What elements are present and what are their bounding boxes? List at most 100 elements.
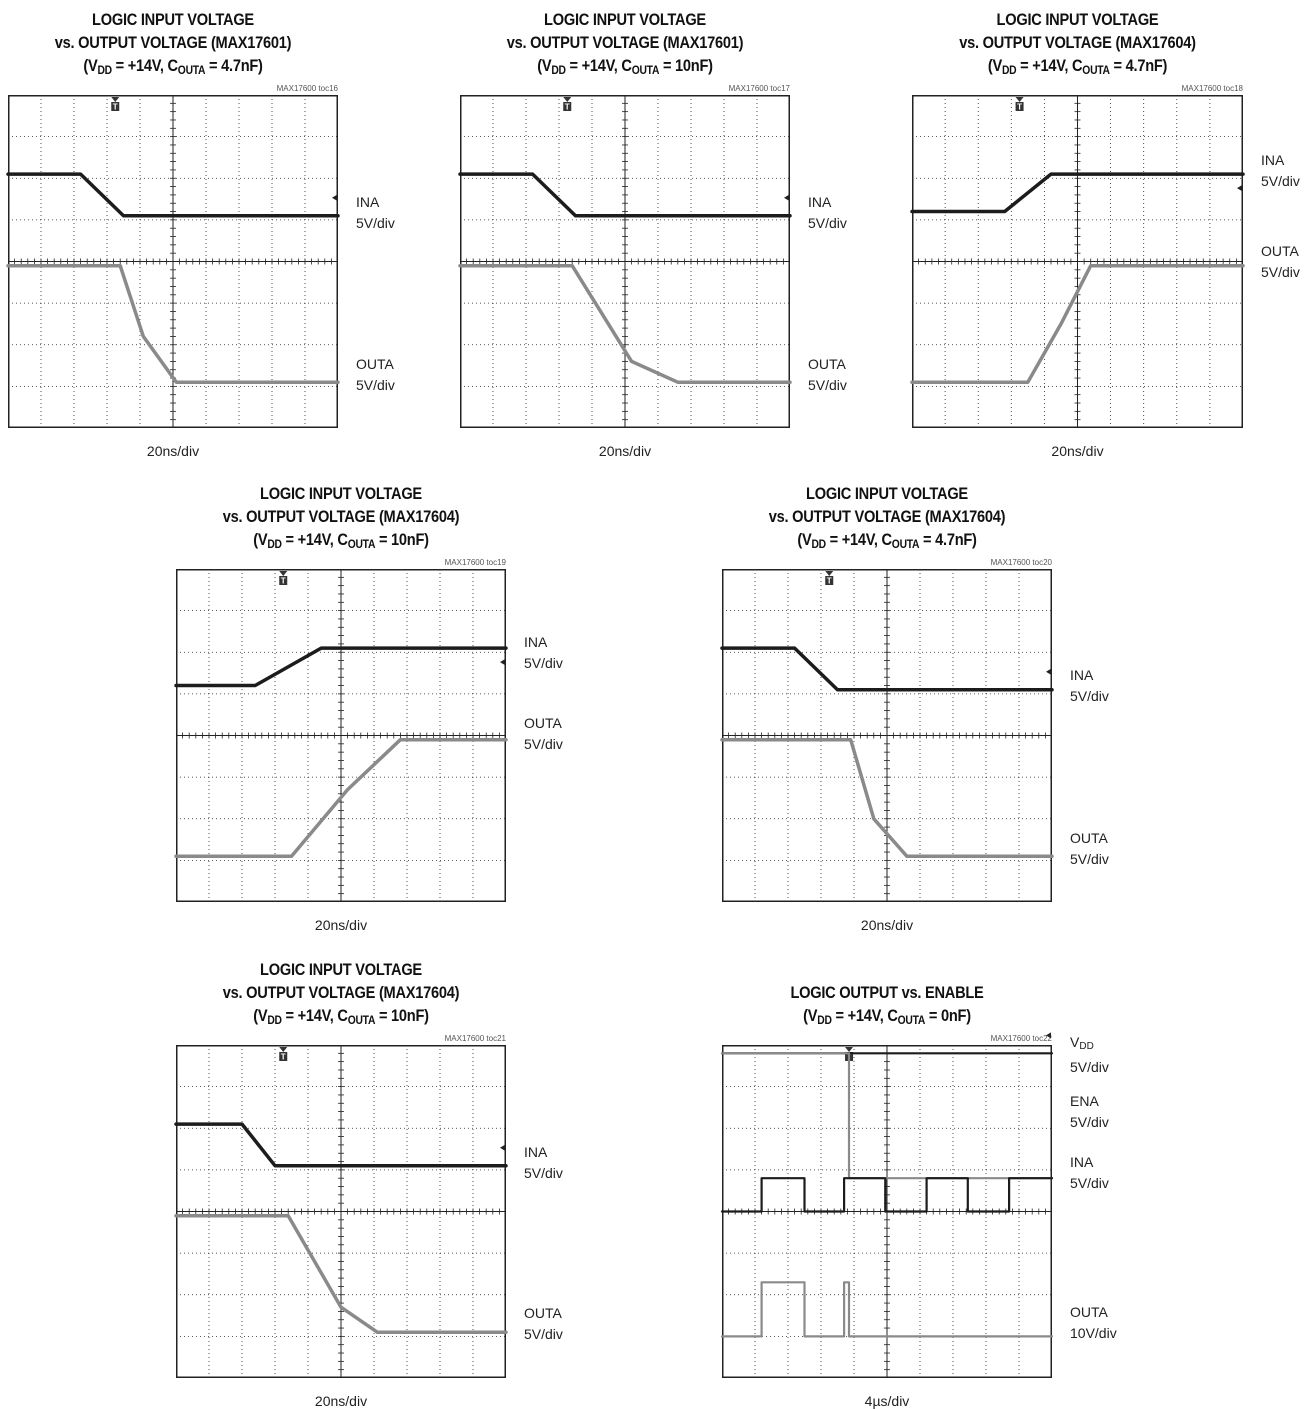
channel-label-outa: OUTA 5V/div: [524, 1303, 563, 1345]
channel-label-outa: OUTA 5V/div: [808, 354, 847, 396]
chart-title-line: LOGIC INPUT VOLTAGE: [806, 484, 968, 503]
svg-text:T: T: [113, 103, 118, 112]
svg-text:T: T: [281, 577, 286, 586]
trace-ina: [720, 646, 1054, 692]
ground-marker-icon: [784, 194, 789, 201]
trigger-marker-icon: T: [563, 97, 572, 112]
scope-screen: T: [6, 95, 340, 428]
toc-reference: MAX17600 toc17: [728, 84, 790, 93]
chart-title-line: LOGIC INPUT VOLTAGE: [92, 10, 254, 29]
trace-outa: [720, 737, 1054, 858]
chart-title: LOGIC INPUT VOLTAGE vs. OUTPUT VOLTAGE (M…: [884, 8, 1272, 82]
channel-name: OUTA: [524, 1305, 562, 1321]
x-scale-label: 20ns/div: [860, 917, 914, 933]
chart-title-line: (VDD = +14V, COUTA = 10nF): [253, 1006, 429, 1027]
trace-ina: [6, 172, 340, 218]
channel-label-ina: INA 5V/div: [1261, 150, 1300, 192]
channel-label-ina: INA 5V/div: [808, 192, 847, 234]
trigger-marker-icon: T: [825, 571, 834, 586]
channel-name: OUTA: [1070, 830, 1108, 846]
channel-scale: 5V/div: [1070, 1059, 1109, 1075]
chart-title-line: (VDD = +14V, COUTA = 4.7nF): [83, 56, 263, 77]
scope-grid: [176, 569, 506, 902]
channel-scale: 5V/div: [356, 215, 395, 231]
scope-border: [176, 1045, 506, 1378]
toc-reference: MAX17600 toc18: [1181, 84, 1243, 93]
channel-label-outa: OUTA 5V/div: [524, 713, 563, 755]
ground-marker-icon: [332, 194, 337, 201]
chart-title-line: vs. OUTPUT VOLTAGE (MAX17604): [768, 507, 1006, 526]
channel-label-ina: INA 5V/div: [1070, 1152, 1109, 1194]
channel-label-ina: INA 5V/div: [356, 192, 395, 234]
channel-label-ina: INA 5V/div: [1070, 665, 1109, 707]
chart-title: LOGIC INPUT VOLTAGE vs. OUTPUT VOLTAGE (M…: [0, 8, 367, 82]
scope-border: [912, 95, 1243, 428]
chart-title: LOGIC INPUT VOLTAGE vs. OUTPUT VOLTAGE (M…: [148, 482, 535, 556]
toc-reference: MAX17600 toc20: [990, 558, 1052, 567]
trigger-marker-icon: T: [279, 571, 288, 586]
channel-scale: 5V/div: [1261, 264, 1300, 280]
chart-title-line: vs. OUTPUT VOLTAGE (MAX17604): [959, 33, 1196, 52]
channel-label-ena: ENA 5V/div: [1070, 1091, 1109, 1133]
trace-outa: [458, 263, 792, 384]
chart-title-line: (VDD = +14V, COUTA = 4.7nF): [797, 530, 977, 551]
channel-name: OUTA: [524, 715, 562, 731]
channel-name: INA: [524, 634, 548, 650]
scope-plot-svg: T: [720, 1032, 1054, 1378]
toc-reference: MAX17600 toc22: [990, 1034, 1052, 1043]
channel-scale: 5V/div: [1070, 851, 1109, 867]
chart-title-line: vs. OUTPUT VOLTAGE (MAX17601): [506, 33, 744, 52]
scope-plot-svg: T: [458, 95, 792, 428]
trace-ina: [174, 646, 508, 688]
svg-text:T: T: [281, 1053, 286, 1062]
channel-scale: 5V/div: [524, 1165, 563, 1181]
scope-plot-svg: T: [720, 569, 1054, 902]
channel-name: OUTA: [356, 356, 394, 372]
chart-title: LOGIC INPUT VOLTAGE vs. OUTPUT VOLTAGE (M…: [694, 482, 1081, 556]
ground-marker-icon: [1046, 668, 1051, 675]
scope-screen: T: [174, 1045, 508, 1378]
channel-scale: 5V/div: [356, 377, 395, 393]
scope-screen: T: [910, 95, 1245, 428]
channel-name: INA: [356, 194, 380, 210]
chart-title-line: LOGIC OUTPUT vs. ENABLE: [790, 983, 984, 1002]
trace-outa: [720, 1281, 1054, 1338]
scope-plot-svg: T: [910, 95, 1245, 428]
channel-scale: 10V/div: [1070, 1325, 1117, 1341]
channel-name: OUTA: [1261, 243, 1299, 259]
chart-title-line: (VDD = +14V, COUTA = 0nF): [803, 1006, 971, 1027]
channel-name: INA: [1261, 152, 1285, 168]
channel-label-ina: INA 5V/div: [524, 632, 563, 674]
ground-marker-icon: [1046, 1032, 1051, 1039]
trace-ina: [720, 1177, 1054, 1213]
svg-text:T: T: [565, 103, 570, 112]
trace-outa: [174, 737, 508, 858]
scope-plot-svg: T: [174, 1045, 508, 1378]
x-scale-label: 4µs/div: [864, 1393, 910, 1409]
scope-border: [176, 569, 506, 902]
chart-title-line: (VDD = +14V, COUTA = 4.7nF): [987, 56, 1168, 77]
chart-title: LOGIC INPUT VOLTAGE vs. OUTPUT VOLTAGE (M…: [148, 958, 535, 1032]
toc-reference: MAX17600 toc16: [276, 84, 338, 93]
scope-grid: [912, 95, 1243, 428]
channel-name: OUTA: [808, 356, 846, 372]
channel-scale: 5V/div: [524, 1326, 563, 1342]
ground-marker-icon: [500, 659, 505, 666]
channel-scale: 5V/div: [1070, 1114, 1109, 1130]
chart-title-line: vs. OUTPUT VOLTAGE (MAX17601): [54, 33, 292, 52]
ground-marker-icon: [1237, 185, 1242, 192]
channel-label-outa: OUTA 5V/div: [356, 354, 395, 396]
chart-title: LOGIC OUTPUT vs. ENABLE (VDD = +14V, COUT…: [694, 981, 1081, 1032]
scope-grid: [460, 95, 790, 428]
scope-screen: T: [458, 95, 792, 428]
chart-title-line: LOGIC INPUT VOLTAGE: [544, 10, 706, 29]
scope-border: [8, 95, 338, 428]
channel-scale: 5V/div: [1261, 173, 1300, 189]
scope-screen: T: [174, 569, 508, 902]
trace-outa: [174, 1213, 508, 1334]
channel-scale: 5V/div: [524, 655, 563, 671]
x-scale-label: 20ns/div: [1051, 443, 1104, 459]
toc-reference: MAX17600 toc21: [444, 1034, 506, 1043]
chart-title: LOGIC INPUT VOLTAGE vs. OUTPUT VOLTAGE (M…: [432, 8, 819, 82]
x-scale-label: 20ns/div: [314, 917, 368, 933]
